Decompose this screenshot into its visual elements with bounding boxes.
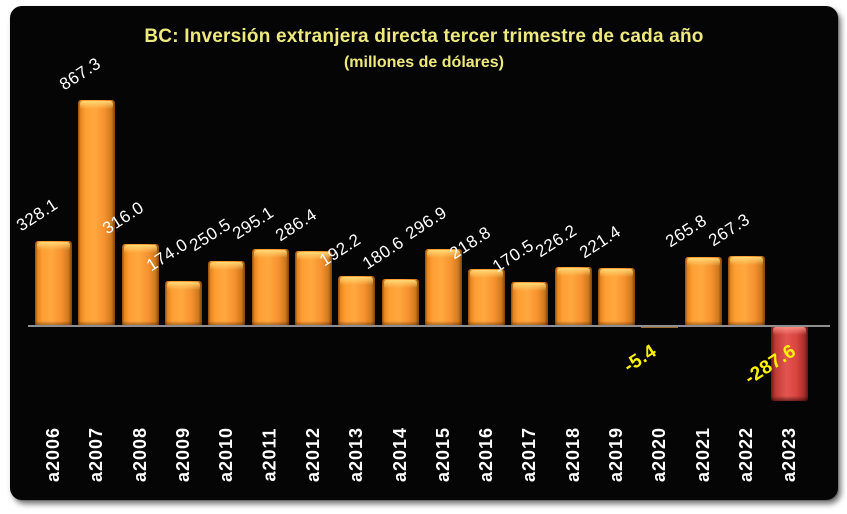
- bar-a2016: [468, 269, 506, 326]
- chart-subtitle: (millones de dólares): [343, 54, 505, 71]
- value-label-a2012: 286.4: [272, 205, 321, 246]
- bar-a2018: [554, 267, 592, 326]
- x-tick-label-a2023: a2023: [779, 426, 800, 482]
- bar-a2019: [598, 268, 636, 326]
- chart-title: BC: Inversión extranjera directa tercer …: [144, 26, 704, 47]
- value-label-a2020: -5.4: [619, 340, 661, 378]
- value-label-a2010: 250.5: [185, 214, 235, 255]
- bar-a2010: [208, 260, 246, 327]
- bar-a2009: [165, 280, 203, 327]
- bar-a2015: [424, 248, 462, 327]
- bar-a2021: [684, 256, 722, 327]
- value-label-a2016: 218.8: [445, 222, 494, 264]
- value-label-a2019: 221.4: [575, 222, 624, 263]
- bar-a2011: [251, 249, 289, 326]
- bar-a2008: [121, 243, 159, 327]
- x-tick-a2023: a2023: [750, 412, 830, 496]
- value-label-a2011: 295.1: [229, 202, 278, 244]
- value-label-a2007: 867.3: [56, 53, 105, 95]
- bar-a2012: [294, 251, 332, 326]
- bar-a2014: [381, 278, 419, 327]
- value-label-a2022: 267.3: [705, 210, 754, 251]
- value-label-a2021: 265.8: [662, 210, 711, 251]
- x-axis-line: [28, 325, 830, 327]
- bar-a2013: [338, 275, 376, 327]
- value-label-a2013: 192.2: [315, 229, 364, 271]
- bar-a2006: [35, 240, 73, 327]
- chart-panel: BC: Inversión extranjera directa tercer …: [10, 6, 838, 500]
- bar-a2020: [641, 326, 679, 328]
- bar-a2007: [78, 100, 116, 326]
- plot-area: 328.1 a2006 867.3 a2007 316.0 a2008 174.0 a2009…: [10, 6, 838, 500]
- value-label-a2006: 328.1: [12, 194, 61, 235]
- value-label-a2017: 170.5: [489, 235, 538, 276]
- value-label-a2014: 180.6: [359, 232, 408, 274]
- bar-a2022: [727, 256, 765, 326]
- value-label-a2015: 296.9: [402, 202, 451, 243]
- value-label-a2018: 226.2: [532, 220, 581, 262]
- bar-a2017: [511, 281, 549, 327]
- bar-a2023: [771, 326, 809, 401]
- value-label-a2009: 174.0: [142, 234, 191, 275]
